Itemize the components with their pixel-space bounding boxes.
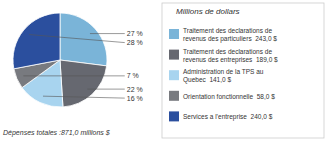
legend-swatch	[169, 29, 179, 39]
legend-entry-line: Traitement des declarations de	[183, 27, 272, 34]
leader-line	[23, 75, 124, 76]
title: Millions de dollars	[176, 7, 240, 16]
leader-line	[87, 89, 124, 90]
legend-entry: Services a l’entreprise 240,0 $	[183, 113, 273, 121]
legend-entry-line: Administration de la TPS au	[183, 68, 264, 75]
legend-entry-line: revenus des particuliers 243,0 $	[183, 35, 277, 43]
legend: Millions de dollars Traitement des declar…	[162, 3, 324, 138]
leader-line	[90, 33, 125, 34]
data-label: 7 %	[127, 72, 139, 79]
legend-entry: Traitement des declarations derevenus de…	[183, 27, 277, 43]
data-labels: 27 % 22 % 16 % 7 % 28 %	[23, 30, 142, 102]
data-label: 22 %	[127, 86, 143, 93]
legend-entry-line: revenus des entreprises 189,0 $	[183, 55, 278, 63]
legend-entry-line: Quebec 141,0 $	[183, 76, 231, 84]
annotation: Dépenses totales :871,0 millions $	[3, 129, 110, 137]
pie-slice	[13, 13, 60, 69]
pie	[13, 13, 107, 107]
leader-line	[29, 35, 125, 43]
legend-entry-line: Traitement des declarations de	[183, 47, 272, 54]
legend-swatch	[169, 70, 179, 80]
legend-swatch	[169, 91, 179, 101]
leader-line	[43, 96, 125, 98]
legend-entry-line: Services a l’entreprise 240,0 $	[183, 113, 273, 121]
legend-swatch	[169, 111, 179, 121]
legend-entry: Orientation fonctionnelle 58,0 $	[183, 92, 275, 99]
legend-entry: Traitement des declarations derevenus de…	[183, 47, 278, 63]
data-label: 28 %	[127, 39, 143, 46]
legend-swatch	[169, 50, 179, 60]
data-label: 16 %	[127, 95, 143, 102]
legend-entry-line: Orientation fonctionnelle 58,0 $	[183, 92, 275, 99]
legend-box	[162, 3, 324, 138]
pie-slice	[60, 60, 107, 107]
legend-entry: Administration de la TPS auQuebec 141,0 …	[183, 68, 264, 84]
pie-slice	[60, 13, 107, 66]
data-label: 27 %	[127, 30, 143, 37]
